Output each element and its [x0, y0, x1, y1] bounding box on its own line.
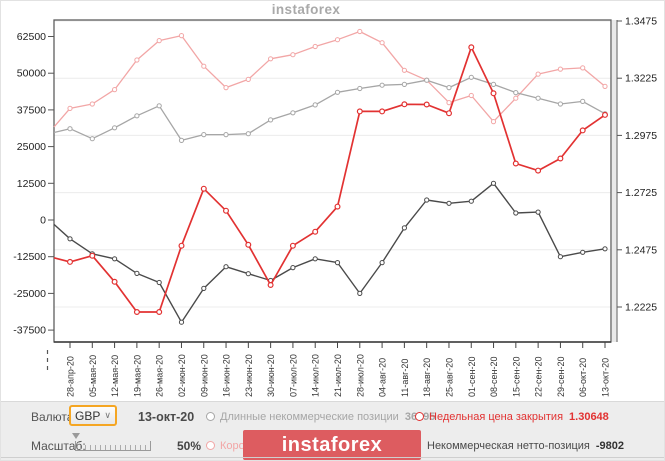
svg-text:-25000: -25000 [13, 288, 46, 300]
legend-weekly-close-value: 1.30648 [569, 411, 609, 423]
svg-text:22-сен-20: 22-сен-20 [534, 357, 544, 398]
svg-text:02-июн-20: 02-июн-20 [177, 354, 187, 397]
svg-text:29-сен-20: 29-сен-20 [556, 357, 566, 398]
scale-slider-handle[interactable] [72, 433, 80, 443]
svg-text:12-мая-20: 12-мая-20 [110, 355, 120, 397]
currency-select[interactable]: GBP ∨ [69, 405, 117, 426]
svg-text:06-окт-20: 06-окт-20 [578, 358, 588, 397]
legend-weekly-close-label: Недельная цена закрытия [429, 411, 564, 423]
svg-text:13-окт-20: 13-окт-20 [601, 358, 611, 397]
legend-net-position: Некоммерческая нетто-позиция -9802 [427, 440, 624, 452]
scale-label: Масштаб: [31, 439, 86, 453]
instaforex-watermark: instaforex [271, 2, 341, 17]
svg-text:23-июн-20: 23-июн-20 [244, 354, 254, 397]
svg-text:19-мая-20: 19-мая-20 [132, 355, 142, 397]
svg-text:1.3225: 1.3225 [625, 73, 657, 85]
svg-text:21-июл-20: 21-июл-20 [333, 354, 343, 397]
svg-text:09-июн-20: 09-июн-20 [199, 354, 209, 397]
chevron-down-icon: ∨ [104, 410, 111, 420]
svg-text:08-сен-20: 08-сен-20 [489, 357, 499, 398]
svg-text:28-апр-20: 28-апр-20 [66, 356, 76, 397]
svg-text:-37500: -37500 [13, 325, 46, 337]
legend-long-label: Длинные некоммерческие позиции [220, 411, 399, 423]
weekly-close-marker-icon [415, 412, 424, 421]
report-date: 13-окт-20 [138, 410, 195, 424]
svg-text:25-авг-20: 25-авг-20 [444, 358, 454, 397]
long-positions-marker-icon [206, 412, 215, 421]
legend-net-label: Некоммерческая нетто-позиция [427, 440, 590, 452]
svg-text:1.2475: 1.2475 [625, 244, 657, 256]
svg-text:12500: 12500 [17, 178, 46, 190]
svg-text:11-авг-20: 11-авг-20 [400, 359, 410, 397]
svg-text:15-сен-20: 15-сен-20 [511, 357, 521, 398]
bottom-divider [1, 457, 664, 458]
instaforex-logo-banner: instaforex [243, 430, 421, 460]
svg-text:18-авг-20: 18-авг-20 [422, 358, 432, 397]
svg-text:05-мая-20: 05-мая-20 [88, 355, 98, 397]
svg-text:07-июл-20: 07-июл-20 [288, 354, 298, 397]
scale-value: 50% [177, 439, 202, 453]
svg-text:01-сен-20: 01-сен-20 [467, 357, 477, 398]
svg-text:25000: 25000 [17, 141, 46, 153]
svg-text:04-авг-20: 04-авг-20 [378, 358, 388, 397]
svg-text:14-июл-20: 14-июл-20 [311, 354, 321, 397]
svg-text:1.2725: 1.2725 [625, 187, 657, 199]
svg-text:0: 0 [40, 215, 46, 227]
instaforex-logo-text: instaforex [281, 433, 383, 456]
svg-text:26-мая-20: 26-мая-20 [155, 355, 165, 397]
svg-text:28-июл-20: 28-июл-20 [355, 354, 365, 397]
svg-text:-12500: -12500 [13, 251, 46, 263]
svg-text:50000: 50000 [17, 68, 46, 80]
svg-text:16-июн-20: 16-июн-20 [222, 354, 232, 397]
svg-text:62500: 62500 [17, 31, 46, 43]
legend-weekly-close: Недельная цена закрытия 1.30648 [415, 411, 609, 423]
cot-chart: 62500 50000 37500 25000 12500 0 -12500 -25000 -3… [13, 16, 657, 398]
svg-text:1.3475: 1.3475 [625, 16, 657, 28]
currency-value: GBP [75, 408, 101, 423]
svg-text:37500: 37500 [17, 104, 46, 116]
currency-label: Валюта: [31, 410, 77, 424]
svg-text:1.2975: 1.2975 [625, 130, 657, 142]
legend-long-positions: Длинные некоммерческие позиции36195 [206, 411, 435, 423]
short-positions-marker-icon [206, 441, 215, 450]
controls-panel: Валюта: GBP ∨ 13-окт-20 Длинные некоммер… [1, 401, 664, 460]
svg-text:1.2225: 1.2225 [625, 302, 657, 314]
scale-slider[interactable] [75, 441, 151, 451]
svg-text:30-июн-20: 30-июн-20 [266, 354, 276, 397]
legend-net-value: -9802 [595, 440, 625, 452]
